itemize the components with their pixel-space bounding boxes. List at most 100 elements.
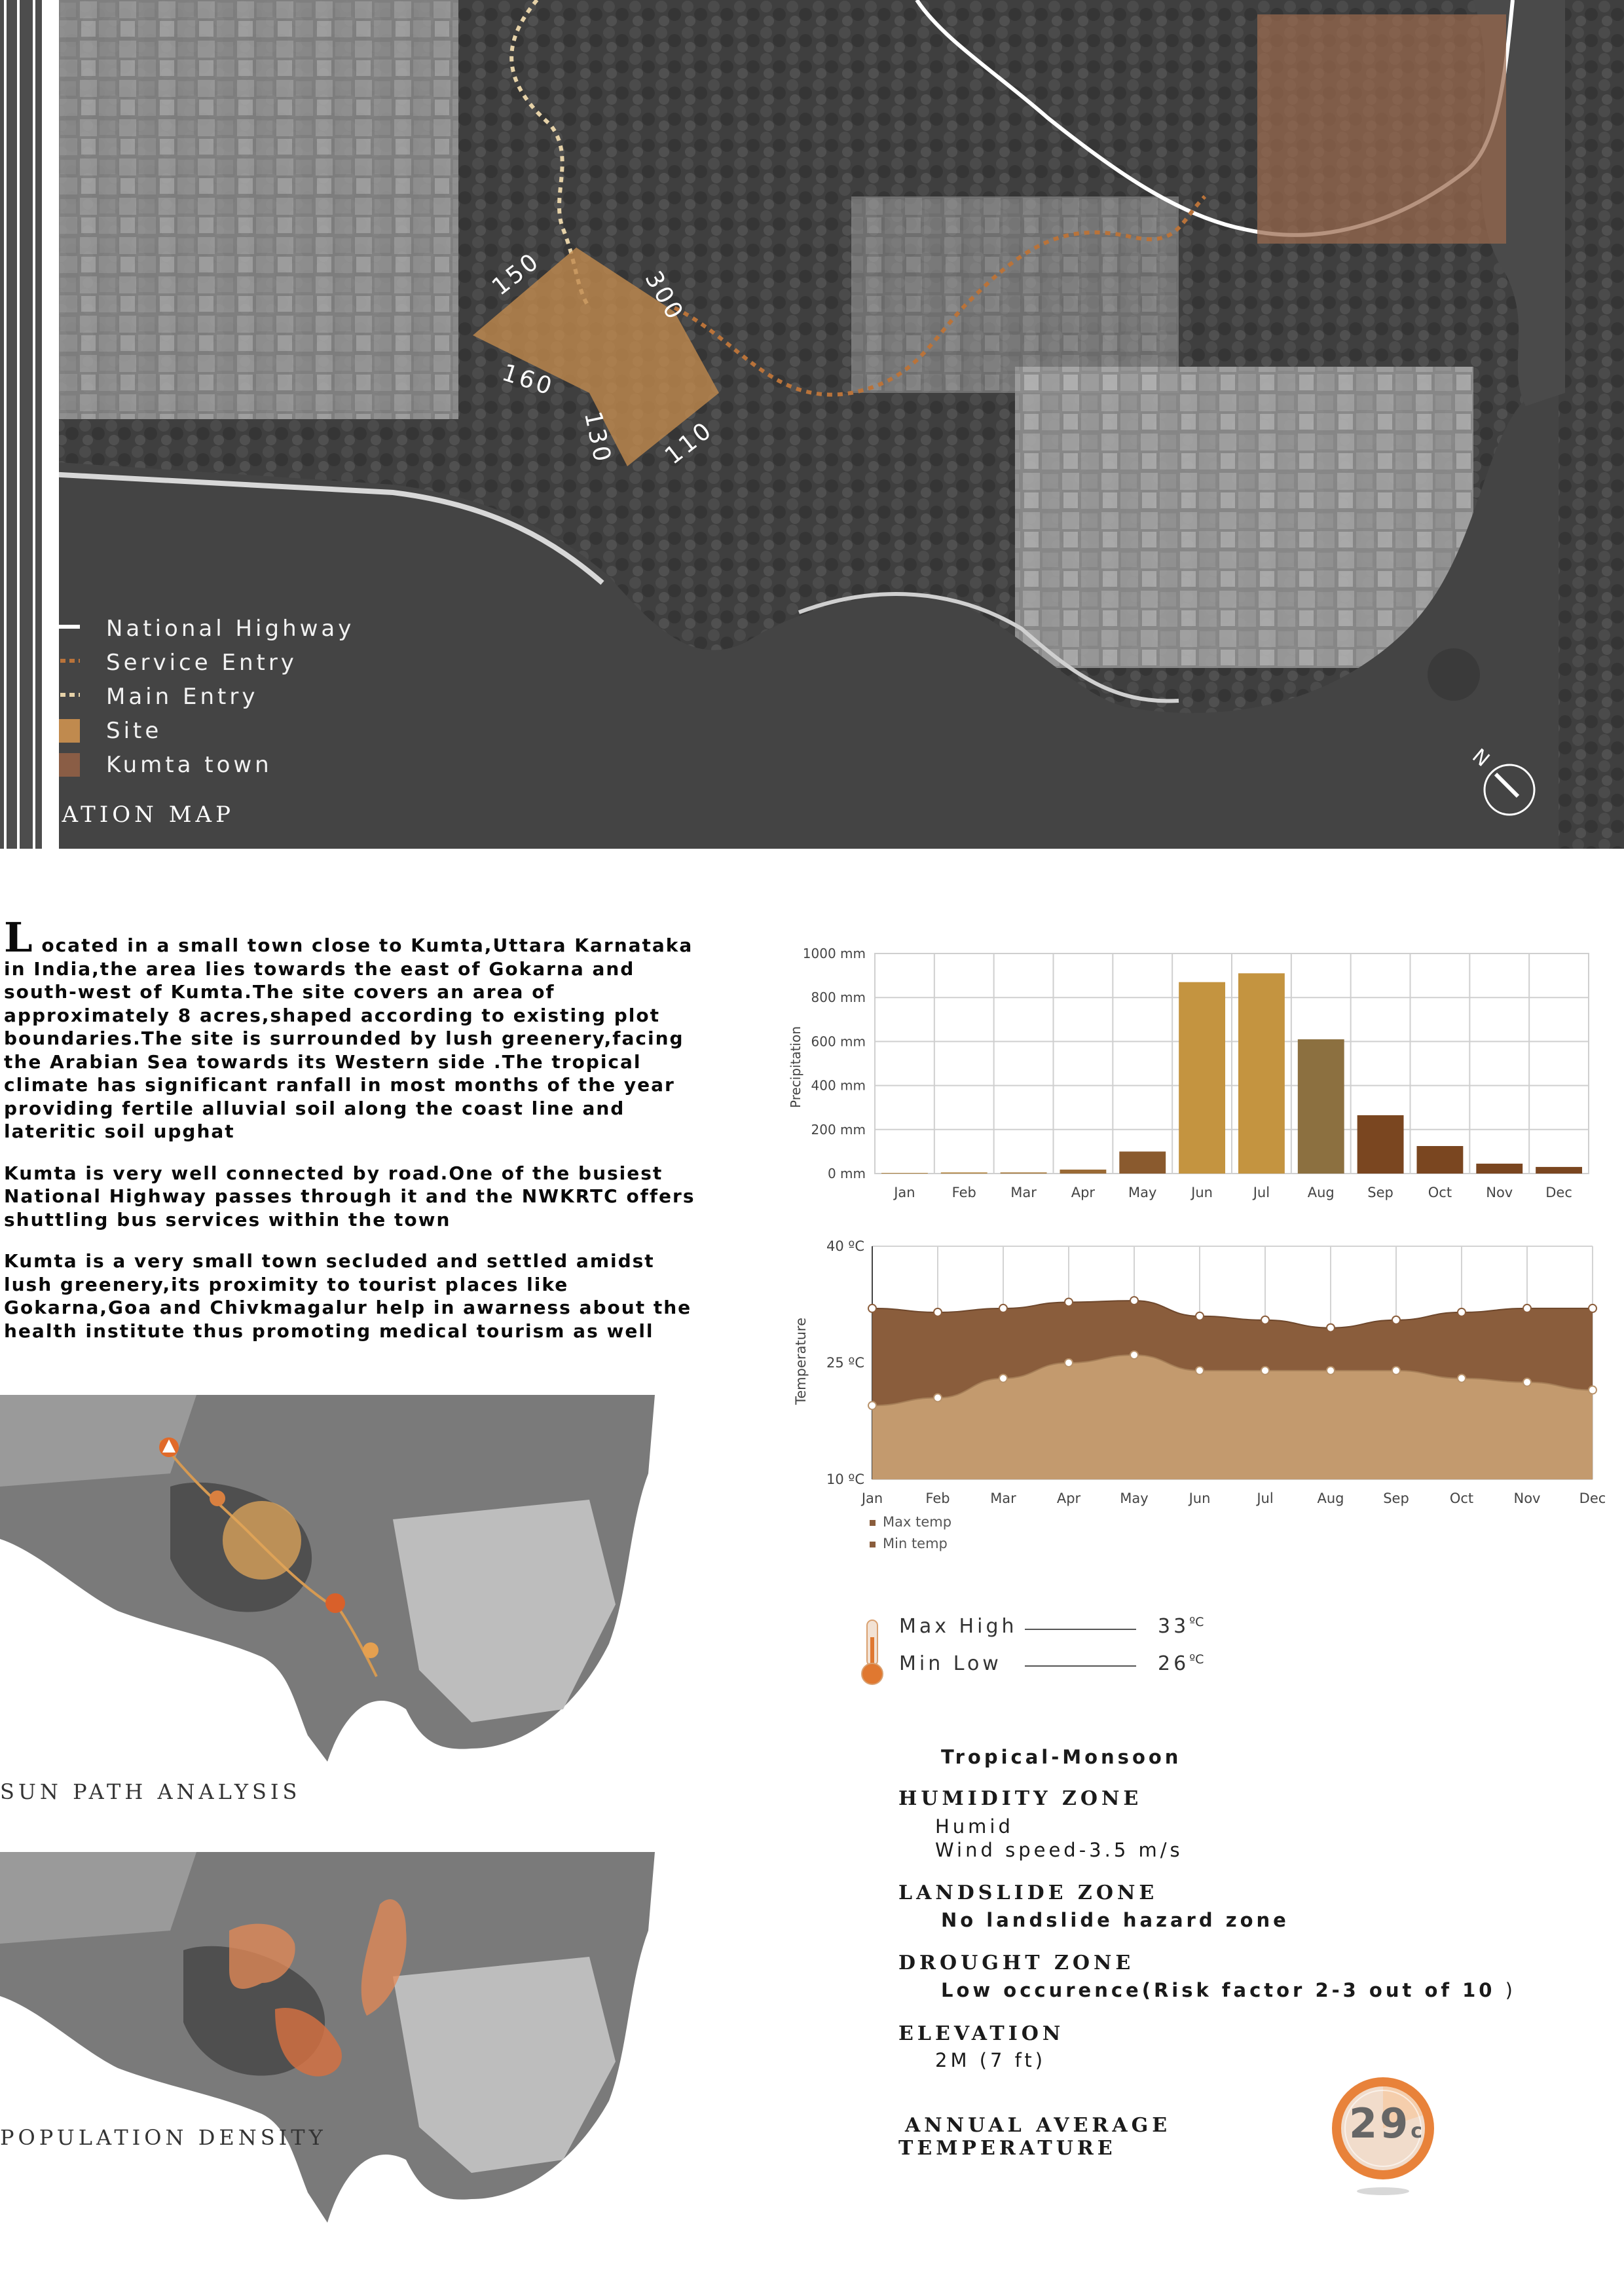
legend-label: National Highway bbox=[106, 616, 355, 642]
x-tick-label: Mar bbox=[990, 1491, 1016, 1506]
point-min-sep bbox=[1392, 1365, 1401, 1375]
x-tick-label: Jun bbox=[1188, 1491, 1211, 1506]
point-min-jul bbox=[1261, 1365, 1270, 1375]
x-tick-label: Sep bbox=[1367, 1185, 1393, 1200]
precipitation-bar-sep bbox=[1357, 1115, 1404, 1174]
y-tick-label: 1000 mm bbox=[803, 946, 866, 961]
point-min-nov bbox=[1522, 1377, 1532, 1387]
point-max-may bbox=[1130, 1296, 1139, 1306]
x-tick-label: Jun bbox=[1190, 1185, 1213, 1200]
point-max-sep bbox=[1392, 1315, 1401, 1325]
annual-average-heading: ANNUAL AVERAGE bbox=[905, 2114, 1172, 2137]
point-max-jun bbox=[1195, 1311, 1204, 1321]
wind-speed: Wind speed-3.5 m/s bbox=[935, 1839, 1183, 1861]
point-max-aug bbox=[1326, 1323, 1335, 1333]
y-tick-label: 0 mm bbox=[828, 1166, 866, 1181]
precipitation-bar-oct bbox=[1416, 1146, 1464, 1174]
landslide-value: No landslide hazard zone bbox=[941, 1909, 1289, 1931]
y-tick-label: 10 ºC bbox=[826, 1472, 864, 1487]
sun-path-graphic bbox=[0, 1395, 655, 1768]
x-tick-label: Sep bbox=[1383, 1491, 1409, 1506]
border-stripes bbox=[0, 0, 59, 849]
climate-type: Tropical-Monsoon bbox=[941, 1746, 1182, 1768]
legend-swatch-min bbox=[870, 1542, 876, 1547]
population-density-caption: POPULATION DENSITY bbox=[0, 2125, 327, 2150]
temperature-labels: 10 ºC 25 ºC 40 ºC Jan Feb Mar Apr May Jun Jul Aug S… bbox=[826, 1238, 1606, 1506]
point-max-oct bbox=[1457, 1307, 1466, 1317]
precipitation-bar-feb bbox=[940, 1172, 987, 1174]
elevation-heading: ELEVATION bbox=[898, 2022, 1065, 2045]
y-tick-label: 400 mm bbox=[811, 1078, 866, 1094]
point-min-jun bbox=[1195, 1365, 1204, 1375]
population-density-map bbox=[0, 1852, 655, 2223]
annual-temperature-value: 29c bbox=[1349, 2100, 1423, 2147]
x-tick-label: Jan bbox=[860, 1491, 883, 1506]
precipitation-bar-jan bbox=[881, 1172, 928, 1174]
precipitation-labels: 0 mm 200 mm 400 mm 600 mm 800 mm 1000 mm Jan Fe… bbox=[803, 946, 1572, 1200]
x-tick-label: Oct bbox=[1428, 1185, 1452, 1200]
x-tick-label: Jul bbox=[1252, 1185, 1270, 1200]
legend-label: Main Entry bbox=[106, 684, 259, 710]
landslide-zone-heading: LANDSLIDE ZONE bbox=[898, 1881, 1158, 1904]
point-max-nov bbox=[1522, 1303, 1532, 1313]
precipitation-bar-nov bbox=[1476, 1163, 1523, 1174]
point-max-mar bbox=[999, 1303, 1008, 1313]
x-tick-label: Jul bbox=[1255, 1491, 1273, 1506]
description-paragraph: Kumta is a very small town secluded and … bbox=[4, 1250, 692, 1342]
point-min-dec bbox=[1588, 1385, 1597, 1395]
point-min-aug bbox=[1326, 1365, 1335, 1375]
min-low-label: Min Low bbox=[899, 1652, 1002, 1675]
x-tick-label: Jan bbox=[893, 1185, 915, 1200]
thermometer-icon bbox=[861, 1620, 883, 1685]
x-tick-label: Aug bbox=[1308, 1185, 1335, 1200]
y-tick-label: 25 ºC bbox=[826, 1355, 864, 1371]
location-map: 150 300 160 130 110 N National Highway S… bbox=[0, 0, 1624, 849]
x-tick-label: Nov bbox=[1514, 1491, 1541, 1506]
line-min-temp bbox=[872, 1354, 1593, 1407]
temperature-areas bbox=[872, 1300, 1593, 1479]
point-min-mar bbox=[999, 1373, 1008, 1383]
point-max-feb bbox=[933, 1307, 942, 1317]
humidity-value: Humid bbox=[935, 1815, 1014, 1838]
drop-cap: L bbox=[4, 914, 34, 961]
y-tick-label: 40 ºC bbox=[826, 1238, 864, 1254]
area-min-temp bbox=[872, 1355, 1593, 1479]
max-high-value: 33ºC bbox=[1158, 1615, 1204, 1638]
legend-swatch-max bbox=[870, 1520, 876, 1526]
population-density-graphic bbox=[0, 1852, 655, 2223]
min-low-line bbox=[1025, 1665, 1136, 1667]
site-description: L ocated in a small town close to Kumta,… bbox=[4, 917, 698, 1361]
location-map-graphic bbox=[0, 0, 1624, 849]
description-paragraph: L ocated in a small town close to Kumta,… bbox=[4, 917, 698, 1143]
precipitation-bar-jun bbox=[1179, 982, 1226, 1174]
x-tick-label: May bbox=[1128, 1185, 1156, 1200]
max-high-line bbox=[1025, 1629, 1136, 1630]
description-text: ocated in a small town close to Kumta,Ut… bbox=[4, 935, 693, 1142]
y-tick-label: 200 mm bbox=[811, 1122, 866, 1138]
description-paragraph: Kumta is very well connected by road.One… bbox=[4, 1162, 695, 1231]
legend-label: Kumta town bbox=[106, 752, 272, 778]
precipitation-bars bbox=[881, 973, 1583, 1174]
x-tick-label: Apr bbox=[1071, 1185, 1096, 1200]
legend-label: Site bbox=[106, 718, 162, 744]
point-max-jul bbox=[1261, 1315, 1270, 1325]
precipitation-bar-dec bbox=[1536, 1166, 1583, 1174]
x-tick-label: Dec bbox=[1579, 1491, 1606, 1506]
precipitation-bar-jul bbox=[1238, 973, 1285, 1174]
x-tick-label: Feb bbox=[952, 1185, 976, 1200]
elevation-value: 2M (7 ft) bbox=[935, 2049, 1046, 2071]
legend-min-temp: Min temp bbox=[883, 1536, 948, 1551]
x-tick-label: Apr bbox=[1057, 1491, 1081, 1506]
y-tick-label: 600 mm bbox=[811, 1033, 866, 1049]
precipitation-bar-aug bbox=[1297, 1039, 1344, 1174]
annual-temperature-heading: TEMPERATURE bbox=[898, 2137, 1116, 2160]
point-min-oct bbox=[1457, 1373, 1466, 1383]
point-min-may bbox=[1130, 1350, 1139, 1360]
drought-zone-heading: DROUGHT ZONE bbox=[898, 1952, 1135, 1974]
x-tick-label: Mar bbox=[1010, 1185, 1037, 1200]
drought-value: Low occurence(Risk factor 2-3 out of 10 … bbox=[941, 1979, 1516, 2001]
sun-path-map bbox=[0, 1395, 655, 1768]
x-tick-label: Nov bbox=[1486, 1185, 1513, 1200]
min-low-value: 26ºC bbox=[1158, 1652, 1204, 1675]
x-tick-label: Feb bbox=[925, 1491, 950, 1506]
